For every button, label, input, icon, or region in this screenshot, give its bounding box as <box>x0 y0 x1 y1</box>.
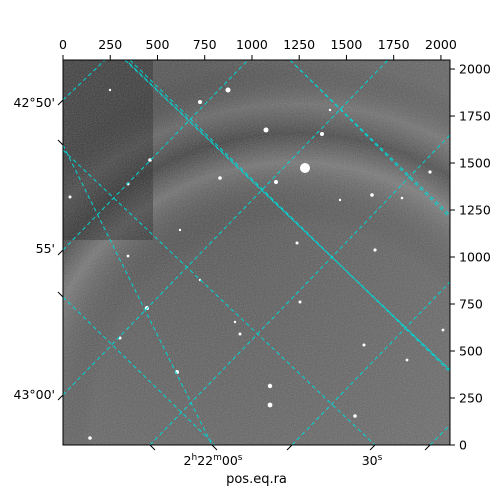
star <box>274 180 278 184</box>
star <box>88 436 92 440</box>
grid-line-dec <box>63 60 389 396</box>
top-tick-label: 250 <box>98 37 122 52</box>
star <box>267 402 273 408</box>
left-tick-label: 42°50' <box>14 95 56 110</box>
star <box>298 300 302 304</box>
top-tick-label: 1500 <box>331 37 363 52</box>
left-axis <box>57 99 64 401</box>
right-tick-label: 2000 <box>459 62 491 77</box>
top-tick-label: 1750 <box>378 37 410 52</box>
right-axis: 0 250 500 750 1000 1250 1500 1750 2000 <box>450 62 491 453</box>
right-tick-label: 1500 <box>459 156 491 171</box>
bottom-tick-label: 2h22m00s <box>184 453 243 468</box>
star <box>108 88 112 92</box>
grid-line-ra <box>63 149 376 445</box>
top-tick-label: 1000 <box>236 37 268 52</box>
star <box>263 127 269 133</box>
grid-line-ra <box>289 60 450 219</box>
grid-line-ra <box>129 60 450 373</box>
grid-line-dec <box>429 424 450 445</box>
left-tick-label: 55' <box>36 241 55 256</box>
left-tick-label: 43°00' <box>14 387 56 402</box>
grid-line-dec <box>291 281 450 445</box>
star <box>405 358 409 362</box>
star <box>428 170 432 174</box>
star <box>126 182 130 186</box>
image-content <box>63 60 450 445</box>
bottom-tick-label: 30s <box>362 453 383 468</box>
star <box>362 343 366 347</box>
grid-line-dec <box>63 60 249 251</box>
right-tick-label: 0 <box>459 438 467 453</box>
star <box>126 254 130 258</box>
star <box>267 383 273 389</box>
top-axis: 0 250 500 750 1000 1250 1500 1750 2000 <box>59 37 457 60</box>
grid-line-dec <box>149 134 450 445</box>
star <box>295 241 299 245</box>
star <box>400 196 404 200</box>
star <box>225 87 231 93</box>
star <box>370 193 374 197</box>
top-tick-label: 500 <box>146 37 170 52</box>
axes-frame <box>62 59 451 446</box>
star <box>178 228 182 232</box>
star <box>353 414 357 418</box>
star <box>441 328 445 332</box>
grid-line-ra <box>63 296 216 445</box>
top-tick-label: 1250 <box>283 37 315 52</box>
star <box>373 248 377 252</box>
star <box>300 163 310 173</box>
grid-line-ra <box>124 60 450 371</box>
right-tick-label: 1250 <box>459 203 491 218</box>
top-tick-label: 750 <box>193 37 217 52</box>
top-tick-label: 0 <box>59 37 67 52</box>
bottom-axis <box>149 444 431 451</box>
right-tick-label: 250 <box>459 391 483 406</box>
star <box>198 100 202 104</box>
right-tick-label: 500 <box>459 344 483 359</box>
star <box>338 198 342 202</box>
grid-line-dec <box>63 60 106 101</box>
right-tick-label: 1000 <box>459 250 491 265</box>
star <box>328 108 332 112</box>
star <box>320 132 324 136</box>
star <box>218 176 222 180</box>
right-tick-label: 1750 <box>459 109 491 124</box>
star <box>68 195 72 199</box>
coordinate-grid <box>63 60 450 445</box>
grid-line-ra <box>125 60 450 371</box>
star <box>233 320 237 324</box>
right-tick-label: 750 <box>459 297 483 312</box>
x-axis-label: pos.eq.ra <box>226 472 287 487</box>
top-tick-label: 2000 <box>425 37 457 52</box>
star <box>238 332 242 336</box>
